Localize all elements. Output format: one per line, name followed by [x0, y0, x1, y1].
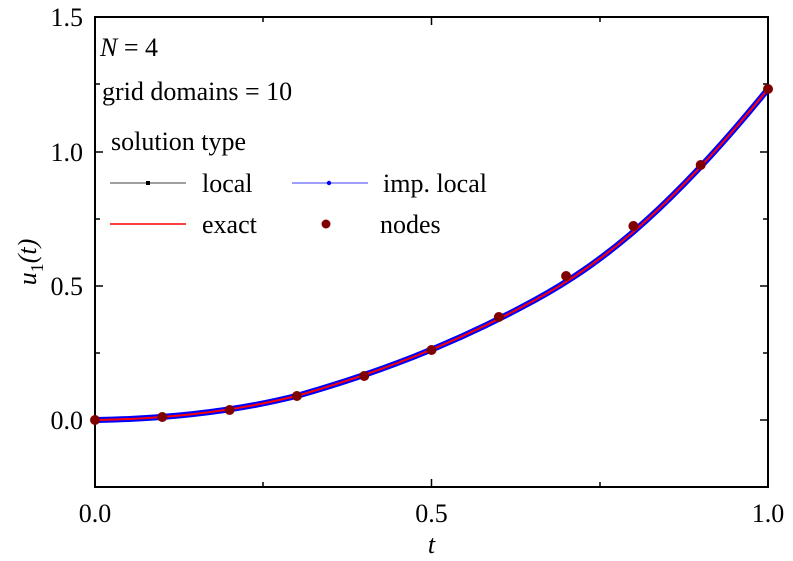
x-tick-label: 1.0 — [752, 499, 785, 528]
y-axis-title-main: u — [13, 272, 42, 285]
legend-title: solution type — [111, 127, 246, 156]
legend-imp-local-marker — [326, 180, 332, 186]
legend: solution type local imp. local exact nod… — [110, 127, 487, 239]
annotation-n-value: = 4 — [117, 33, 158, 62]
curves — [94, 87, 771, 423]
y-axis-title: u1(t) — [13, 239, 47, 286]
annotation-n: N = 4 — [99, 33, 158, 62]
legend-nodes-label: nodes — [380, 210, 441, 239]
y-ticks — [95, 83, 768, 421]
annotation-grid-domains: grid domains = 10 — [102, 77, 292, 106]
x-tick-label: 0.5 — [415, 499, 448, 528]
y-axis-title-rest: (t) — [13, 239, 42, 264]
series-exact — [94, 88, 769, 421]
x-ticks — [94, 17, 769, 487]
svg-text:u1(t): u1(t) — [13, 239, 47, 286]
legend-imp-local-label: imp. local — [383, 169, 487, 198]
legend-local-label: local — [202, 169, 253, 198]
y-tick-label: 0.0 — [51, 406, 84, 435]
y-tick-label: 0.5 — [51, 272, 84, 301]
annotation-n-var: N — [99, 33, 119, 62]
legend-nodes-marker — [321, 219, 331, 229]
x-axis-title: t — [428, 530, 436, 559]
y-tick-label: 1.0 — [51, 138, 84, 167]
legend-local-marker — [146, 181, 150, 185]
legend-exact-label: exact — [202, 210, 258, 239]
x-tick-label: 0.0 — [79, 499, 112, 528]
series-nodes — [90, 84, 773, 425]
y-tick-label: 1.5 — [51, 3, 84, 32]
y-axis-title-sub: 1 — [27, 263, 47, 272]
